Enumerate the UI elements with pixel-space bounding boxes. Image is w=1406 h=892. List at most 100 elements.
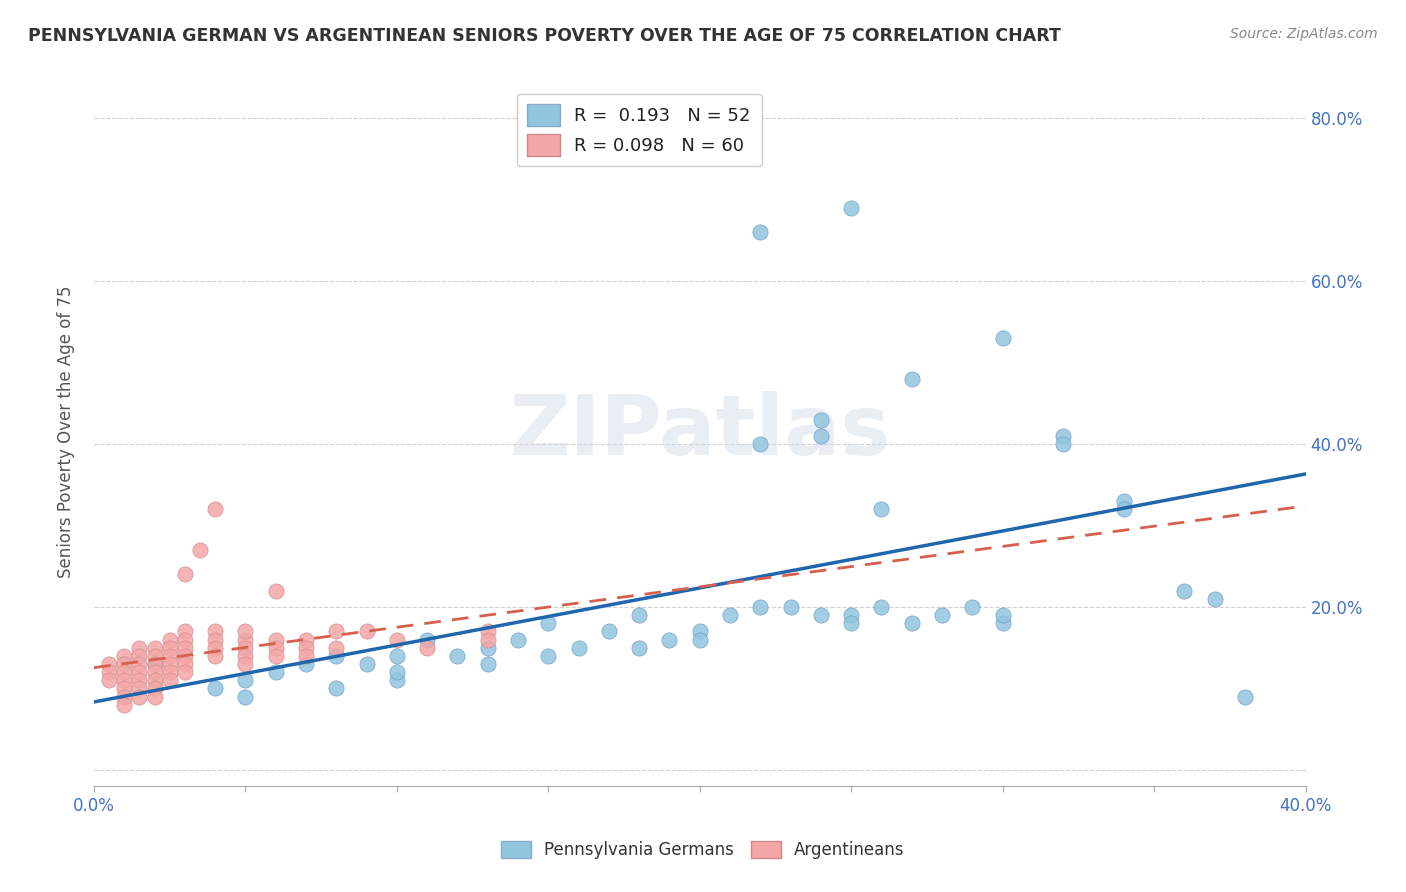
- Y-axis label: Seniors Poverty Over the Age of 75: Seniors Poverty Over the Age of 75: [58, 285, 75, 578]
- Point: [112, 681, 135, 696]
- Point: [264, 648, 287, 663]
- Point: [810, 429, 832, 443]
- Point: [477, 640, 499, 655]
- Point: [900, 616, 922, 631]
- Point: [159, 657, 181, 671]
- Point: [128, 640, 150, 655]
- Point: [1233, 690, 1256, 704]
- Point: [143, 673, 166, 688]
- Point: [143, 665, 166, 679]
- Point: [1052, 437, 1074, 451]
- Point: [385, 665, 408, 679]
- Point: [112, 657, 135, 671]
- Text: ZIPatlas: ZIPatlas: [509, 392, 890, 472]
- Text: Source: ZipAtlas.com: Source: ZipAtlas.com: [1230, 27, 1378, 41]
- Point: [235, 632, 257, 647]
- Point: [143, 657, 166, 671]
- Point: [385, 648, 408, 663]
- Point: [128, 657, 150, 671]
- Point: [188, 542, 211, 557]
- Point: [628, 608, 651, 623]
- Point: [112, 690, 135, 704]
- Text: PENNSYLVANIA GERMAN VS ARGENTINEAN SENIORS POVERTY OVER THE AGE OF 75 CORRELATIO: PENNSYLVANIA GERMAN VS ARGENTINEAN SENIO…: [28, 27, 1062, 45]
- Point: [689, 624, 711, 639]
- Point: [810, 412, 832, 426]
- Point: [143, 690, 166, 704]
- Point: [1112, 502, 1135, 516]
- Point: [159, 673, 181, 688]
- Point: [810, 608, 832, 623]
- Point: [1204, 591, 1226, 606]
- Point: [325, 624, 347, 639]
- Point: [159, 640, 181, 655]
- Point: [931, 608, 953, 623]
- Point: [128, 673, 150, 688]
- Point: [477, 624, 499, 639]
- Point: [159, 665, 181, 679]
- Point: [295, 640, 318, 655]
- Point: [264, 583, 287, 598]
- Point: [356, 624, 378, 639]
- Point: [173, 648, 195, 663]
- Point: [235, 624, 257, 639]
- Point: [718, 608, 741, 623]
- Point: [325, 648, 347, 663]
- Point: [128, 665, 150, 679]
- Point: [98, 673, 121, 688]
- Point: [477, 657, 499, 671]
- Point: [749, 599, 772, 614]
- Point: [749, 437, 772, 451]
- Point: [204, 632, 226, 647]
- Point: [143, 640, 166, 655]
- Point: [173, 624, 195, 639]
- Point: [173, 632, 195, 647]
- Point: [325, 681, 347, 696]
- Point: [143, 681, 166, 696]
- Point: [295, 648, 318, 663]
- Point: [143, 648, 166, 663]
- Point: [962, 599, 984, 614]
- Point: [235, 657, 257, 671]
- Point: [112, 648, 135, 663]
- Point: [537, 616, 560, 631]
- Point: [204, 681, 226, 696]
- Point: [143, 657, 166, 671]
- Point: [839, 616, 862, 631]
- Legend: Pennsylvania Germans, Argentineans: Pennsylvania Germans, Argentineans: [495, 834, 911, 866]
- Point: [598, 624, 620, 639]
- Point: [295, 657, 318, 671]
- Point: [991, 616, 1014, 631]
- Point: [264, 632, 287, 647]
- Point: [173, 640, 195, 655]
- Point: [264, 665, 287, 679]
- Point: [235, 640, 257, 655]
- Legend: R =  0.193   N = 52, R = 0.098   N = 60: R = 0.193 N = 52, R = 0.098 N = 60: [516, 94, 762, 167]
- Point: [356, 657, 378, 671]
- Point: [689, 632, 711, 647]
- Point: [1173, 583, 1195, 598]
- Point: [385, 673, 408, 688]
- Point: [839, 608, 862, 623]
- Point: [112, 673, 135, 688]
- Point: [98, 665, 121, 679]
- Point: [128, 681, 150, 696]
- Point: [204, 624, 226, 639]
- Point: [98, 657, 121, 671]
- Point: [325, 640, 347, 655]
- Point: [477, 632, 499, 647]
- Point: [1112, 494, 1135, 508]
- Point: [870, 599, 893, 614]
- Point: [506, 632, 529, 647]
- Point: [749, 225, 772, 239]
- Point: [235, 673, 257, 688]
- Point: [128, 690, 150, 704]
- Point: [112, 665, 135, 679]
- Point: [159, 632, 181, 647]
- Point: [537, 648, 560, 663]
- Point: [446, 648, 468, 663]
- Point: [173, 567, 195, 582]
- Point: [204, 502, 226, 516]
- Point: [235, 648, 257, 663]
- Point: [295, 632, 318, 647]
- Point: [991, 608, 1014, 623]
